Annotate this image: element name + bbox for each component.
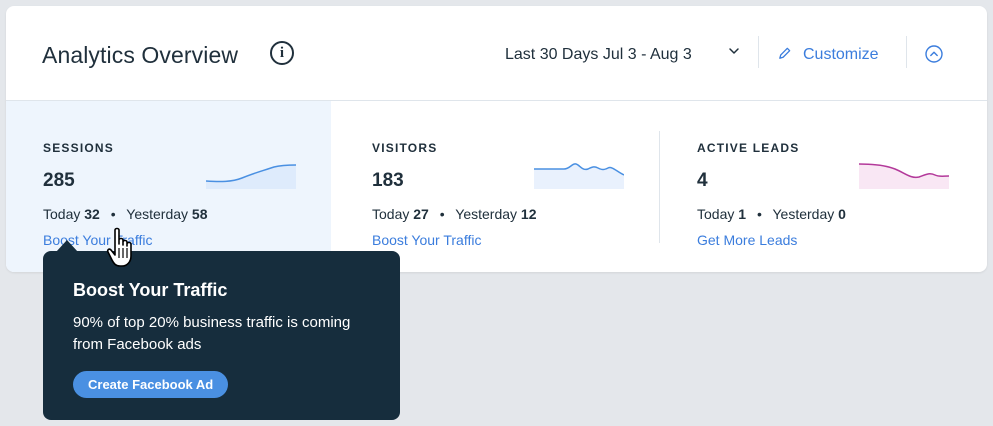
metric-tile-sessions[interactable]: SESSIONS 285 Today 32 • Yesterday 58 Boo…	[6, 101, 331, 272]
get-more-leads-link[interactable]: Get More Leads	[697, 232, 798, 248]
metric-comparison: Today 27 • Yesterday 12	[372, 206, 536, 222]
customize-label: Customize	[803, 46, 879, 63]
separator-dot: •	[110, 206, 116, 222]
metrics-row: SESSIONS 285 Today 32 • Yesterday 58 Boo…	[6, 101, 987, 272]
today-value: 1	[738, 206, 747, 222]
chevron-down-icon[interactable]	[727, 44, 741, 58]
metric-label: VISITORS	[372, 141, 438, 155]
metric-value: 183	[372, 170, 404, 191]
collapse-chevron-up-icon[interactable]	[924, 44, 944, 64]
tooltip-title: Boost Your Traffic	[73, 280, 228, 300]
separator-dot: •	[439, 206, 445, 222]
yesterday-label: Yesterday	[126, 206, 189, 222]
today-label: Today	[372, 206, 410, 222]
today-label: Today	[43, 206, 81, 222]
boost-traffic-link[interactable]: Boost Your Traffic	[372, 232, 482, 248]
metric-tile-active-leads[interactable]: ACTIVE LEADS 4 Today 1 • Yesterday 0 Get…	[659, 101, 987, 272]
visitors-sparkline	[534, 163, 624, 189]
page-title: Analytics Overview	[42, 42, 239, 68]
header-divider	[758, 36, 759, 68]
metric-label: ACTIVE LEADS	[697, 141, 800, 155]
metric-tile-visitors[interactable]: VISITORS 183 Today 27 • Yesterday 12 Boo…	[331, 101, 658, 272]
separator-dot: •	[756, 206, 762, 222]
analytics-overview-card: Analytics Overview i Last 30 Days Jul 3 …	[6, 6, 987, 272]
metric-value: 285	[43, 170, 75, 191]
tooltip-arrow	[56, 240, 78, 252]
metric-label: SESSIONS	[43, 141, 114, 155]
create-facebook-ad-button[interactable]: Create Facebook Ad	[73, 371, 229, 398]
info-icon[interactable]: i	[270, 41, 294, 65]
metric-value: 4	[697, 170, 708, 191]
active-leads-sparkline	[859, 163, 949, 189]
boost-traffic-tooltip: Boost Your Traffic 90% of top 20% busine…	[43, 251, 400, 420]
today-value: 32	[84, 206, 100, 222]
pencil-icon	[779, 47, 791, 59]
yesterday-value: 12	[520, 206, 537, 222]
metric-divider	[659, 131, 660, 243]
yesterday-label: Yesterday	[772, 206, 835, 222]
metric-comparison: Today 32 • Yesterday 58	[43, 206, 207, 222]
yesterday-value: 58	[191, 206, 208, 222]
metric-comparison: Today 1 • Yesterday 0	[697, 206, 846, 222]
today-value: 27	[413, 206, 429, 222]
sessions-sparkline	[206, 164, 296, 189]
hand-pointer-cursor-icon	[106, 227, 132, 267]
yesterday-label: Yesterday	[455, 206, 518, 222]
header-divider	[906, 36, 907, 68]
card-header: Analytics Overview i Last 30 Days Jul 3 …	[6, 6, 987, 101]
tooltip-body: 90% of top 20% business traffic is comin…	[73, 314, 351, 353]
yesterday-value: 0	[838, 206, 846, 222]
date-range-dropdown[interactable]: Last 30 Days Jul 3 - Aug 3	[505, 46, 692, 63]
today-label: Today	[697, 206, 735, 222]
